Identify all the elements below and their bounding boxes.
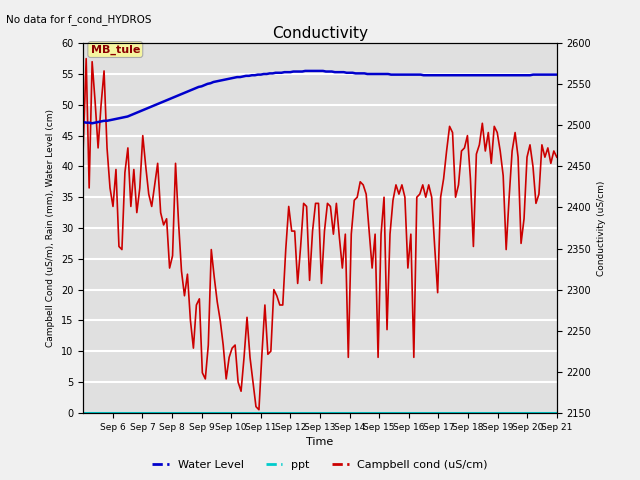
Title: Conductivity: Conductivity bbox=[272, 25, 368, 41]
Y-axis label: Campbell Cond (uS/m), Rain (mm), Water Level (cm): Campbell Cond (uS/m), Rain (mm), Water L… bbox=[47, 109, 56, 347]
Legend: Water Level, ppt, Campbell cond (uS/cm): Water Level, ppt, Campbell cond (uS/cm) bbox=[148, 456, 492, 474]
Text: No data for f_cond_HYDROS: No data for f_cond_HYDROS bbox=[6, 14, 152, 25]
X-axis label: Time: Time bbox=[307, 437, 333, 447]
Text: MB_tule: MB_tule bbox=[91, 45, 140, 55]
Y-axis label: Conductivity (uS/cm): Conductivity (uS/cm) bbox=[597, 180, 606, 276]
